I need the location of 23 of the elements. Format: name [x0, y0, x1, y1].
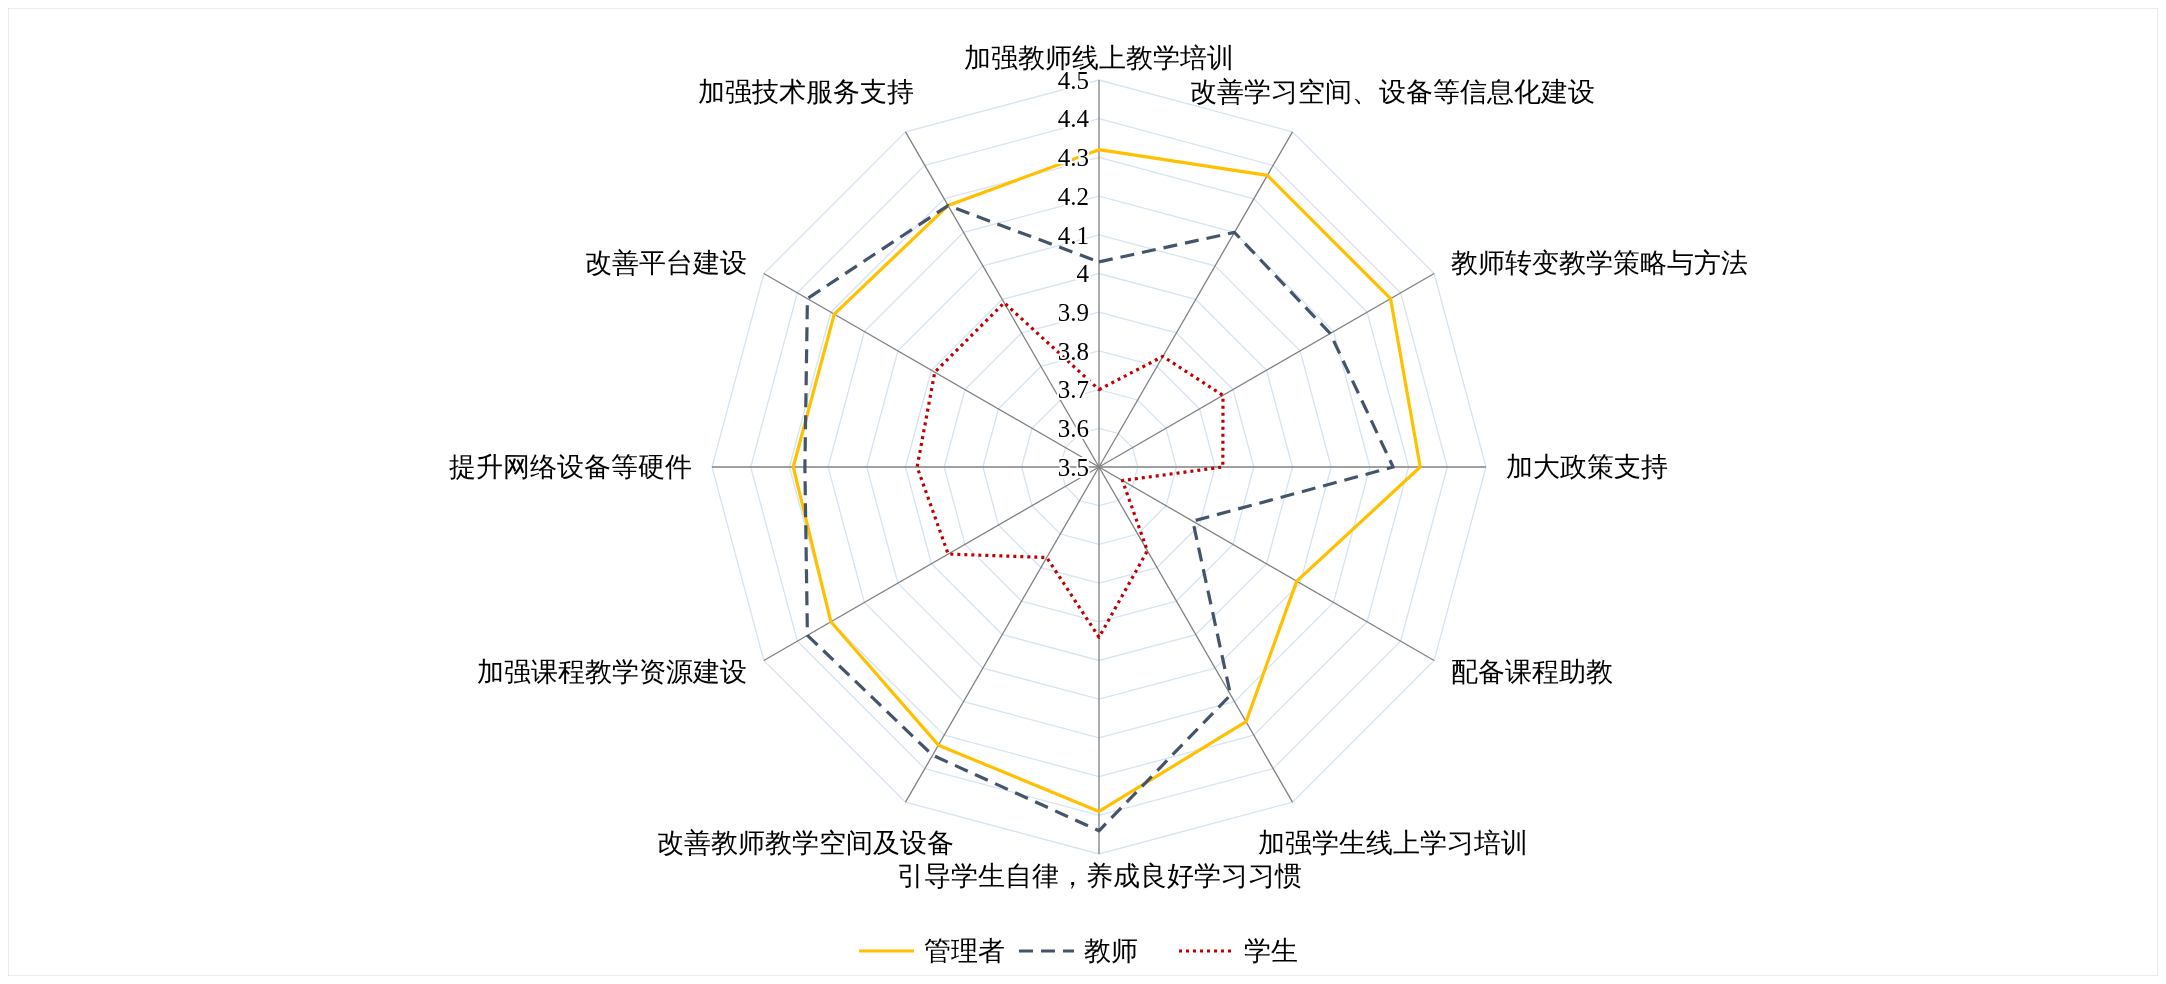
y-tick-label: 3.7 — [1057, 376, 1089, 404]
spoke-label: 加大政策支持 — [1506, 451, 1668, 483]
spoke-label: 配备课程助教 — [1451, 655, 1614, 687]
spoke-label: 提升网络设备等硬件 — [449, 451, 692, 483]
legend-label: 管理者 — [924, 935, 1005, 967]
spoke-label: 改善平台建设 — [584, 246, 747, 278]
spoke-label: 加强技术服务支持 — [697, 76, 914, 108]
spoke-label: 加强课程教学资源建设 — [476, 655, 747, 687]
y-tick-label: 3.8 — [1057, 337, 1089, 365]
y-tick-label: 3.5 — [1057, 453, 1089, 481]
spoke-label: 引导学生自律，养成良好学习习惯 — [896, 860, 1302, 892]
y-tick-label: 4.1 — [1057, 221, 1089, 249]
y-tick-label: 4.4 — [1057, 105, 1090, 133]
spoke-label: 加强学生线上学习培训 — [1257, 826, 1528, 858]
y-tick-label: 4 — [1076, 260, 1090, 288]
y-tick-label: 3.9 — [1057, 298, 1089, 326]
spoke-label: 教师转变教学策略与方法 — [1451, 246, 1749, 278]
spoke-label: 改善教师教学空间及设备 — [657, 826, 954, 858]
y-tick-label: 3.6 — [1057, 415, 1089, 443]
y-tick-label: 4.2 — [1057, 182, 1089, 210]
legend-label: 学生 — [1244, 935, 1298, 967]
legend-label: 教师 — [1084, 935, 1138, 967]
spoke-label: 改善学习空间、设备等信息化建设 — [1190, 76, 1595, 108]
